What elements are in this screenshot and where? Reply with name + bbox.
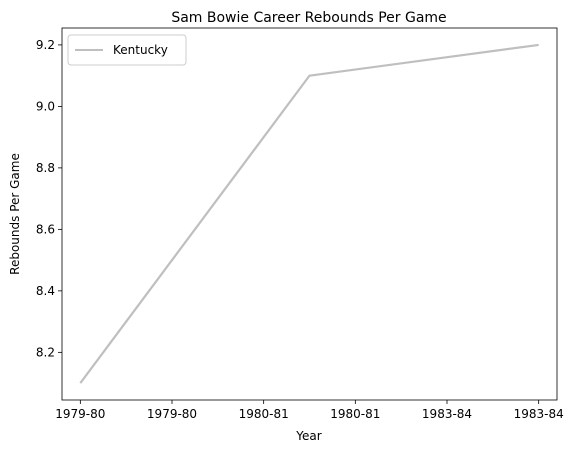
- legend-box: [67, 34, 187, 66]
- y-tick-label: 9.2: [36, 38, 55, 52]
- legend: Kentucky: [67, 34, 187, 66]
- x-tick-label: 1980-81: [239, 407, 289, 421]
- chart-title: Sam Bowie Career Rebounds Per Game: [171, 10, 446, 26]
- x-axis: 1979-80 1979-80 1980-81 1980-81 1983-84 1983-…: [55, 400, 564, 421]
- legend-label-kentucky: Kentucky: [113, 43, 168, 57]
- x-tick-label: 1980-81: [330, 407, 380, 421]
- y-tick-label: 8.2: [36, 345, 55, 359]
- x-tick-label: 1983-84: [514, 407, 564, 421]
- y-tick-label: 8.6: [36, 222, 55, 236]
- series-layer: [79, 43, 539, 384]
- x-tick-label: 1979-80: [55, 407, 105, 421]
- y-tick-label: 8.4: [36, 284, 55, 298]
- x-axis-label: Year: [295, 429, 321, 443]
- y-axis-label: Rebounds Per Game: [8, 153, 22, 275]
- y-tick-label: 9.0: [36, 99, 55, 113]
- x-tick-label: 1983-84: [422, 407, 472, 421]
- y-tick-label: 8.8: [36, 161, 55, 175]
- x-tick-label: 1979-80: [147, 407, 197, 421]
- plot-area: [61, 27, 558, 401]
- y-axis: 8.2 8.4 8.6 8.8 9.0 9.2: [36, 38, 62, 359]
